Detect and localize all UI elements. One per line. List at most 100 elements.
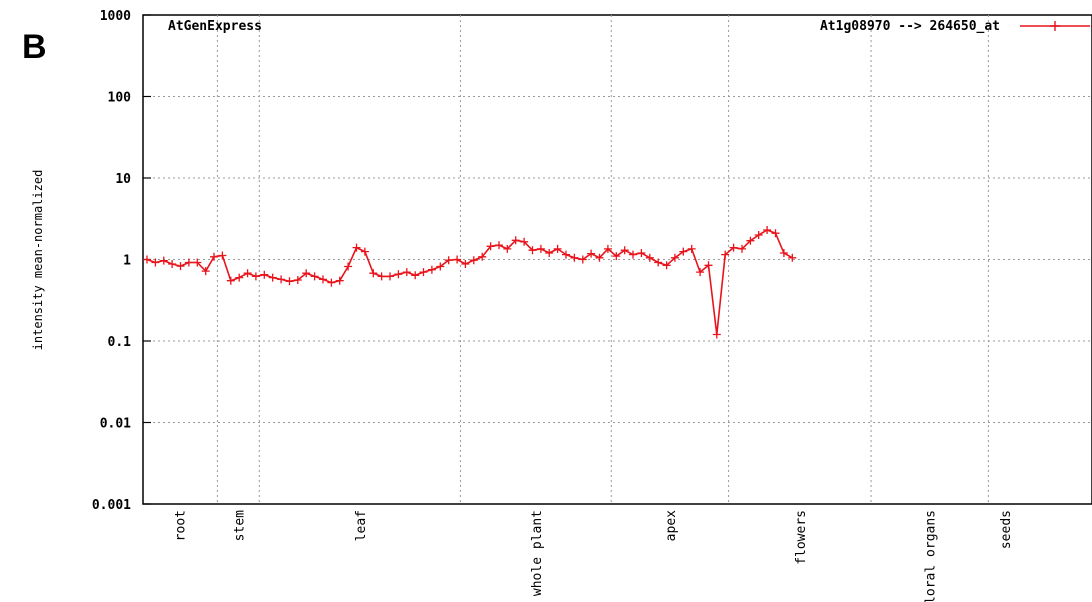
category-label: apex: [664, 510, 679, 541]
data-point: [721, 250, 730, 259]
data-point: [587, 249, 596, 258]
data-point: [319, 275, 327, 284]
series-layer: [143, 226, 797, 339]
data-point: [419, 268, 428, 277]
y-tick-label: 0.1: [108, 335, 132, 350]
data-point: [293, 276, 302, 284]
data-point: [486, 242, 495, 251]
data-point: [285, 277, 294, 286]
data-point: [201, 267, 210, 276]
data-point: [679, 247, 688, 256]
data-point: [495, 241, 503, 250]
data-point: [712, 330, 721, 339]
data-point: [235, 273, 244, 282]
legend-label: At1g08970 --> 264650_at: [820, 19, 1000, 34]
data-point: [260, 270, 269, 279]
legend-marker: [1050, 21, 1060, 31]
data-point: [360, 247, 369, 256]
data-point: [595, 253, 604, 262]
data-point: [788, 253, 797, 262]
data-point: [377, 272, 386, 281]
data-point: [453, 255, 462, 264]
data-point: [159, 256, 168, 265]
data-point: [603, 244, 612, 253]
data-point: [427, 265, 436, 274]
data-point: [268, 273, 277, 282]
data-point: [327, 278, 336, 287]
data-point: [184, 258, 193, 267]
grid-layer: [143, 15, 1092, 504]
data-point: [629, 250, 637, 259]
data-point: [193, 258, 202, 267]
category-label: whole plant: [530, 510, 545, 596]
data-point: [469, 256, 478, 265]
data-point: [528, 246, 537, 255]
data-point: [771, 229, 780, 238]
category-label: stem: [232, 510, 247, 541]
category-label: leaf: [354, 510, 369, 541]
data-point: [226, 276, 235, 285]
data-point: [310, 272, 319, 281]
category-label: root: [174, 510, 189, 541]
y-tick-label: 10: [115, 172, 131, 187]
data-point: [662, 261, 671, 270]
data-point: [520, 237, 529, 246]
data-point: [461, 260, 470, 268]
data-point: [386, 272, 394, 281]
data-point: [696, 268, 705, 277]
data-point: [553, 244, 562, 253]
data-point: [654, 258, 663, 267]
chart-title: AtGenExpress: [168, 19, 262, 34]
data-point: [738, 244, 746, 253]
data-point: [570, 253, 579, 262]
data-point: [344, 262, 353, 271]
data-point: [436, 262, 445, 271]
y-axis-title: intensity mean-normalized: [31, 170, 45, 351]
data-point: [243, 269, 252, 278]
y-tick-label: 0.01: [100, 417, 131, 432]
category-label: flowers: [794, 510, 809, 565]
data-point: [352, 243, 361, 252]
data-point: [670, 253, 679, 262]
panel-label: B: [22, 28, 47, 66]
data-point: [251, 272, 260, 281]
tick-layer: 0.001 0.01 0.1 1 10 100 1000: [92, 9, 151, 513]
data-point: [335, 276, 344, 285]
data-point: [620, 246, 629, 255]
category-label: floral organs: [924, 510, 939, 602]
data-point: [151, 258, 160, 267]
data-point: [645, 253, 654, 262]
data-point: [444, 256, 453, 265]
data-point: [511, 236, 520, 245]
series-line: [146, 229, 793, 336]
data-point: [578, 255, 587, 264]
legend-line-sample: [1020, 21, 1090, 31]
data-point: [729, 243, 738, 252]
data-point: [302, 269, 311, 278]
data-point: [369, 269, 378, 278]
data-point: [402, 268, 411, 277]
y-tick-label: 100: [108, 91, 132, 106]
data-point: [562, 250, 570, 259]
data-point: [210, 252, 218, 261]
data-point: [545, 249, 554, 257]
y-tick-label: 0.001: [92, 498, 131, 513]
data-point: [536, 244, 545, 253]
category-labels: root stem leaf whole plant apex flowers floral…: [174, 510, 1014, 602]
data-point: [218, 251, 227, 260]
data-point: [478, 252, 487, 261]
data-point: [779, 249, 788, 257]
data-point: [503, 244, 512, 253]
data-point: [746, 236, 755, 245]
data-point: [612, 252, 621, 261]
y-tick-label: 1: [123, 254, 131, 269]
data-point: [763, 226, 772, 234]
y-tick-label: 1000: [100, 9, 131, 24]
data-point: [176, 262, 185, 271]
data-point: [687, 244, 696, 253]
data-point: [411, 271, 420, 280]
data-point: [168, 260, 177, 268]
data-point: [394, 270, 403, 279]
category-label: seeds: [999, 510, 1014, 549]
